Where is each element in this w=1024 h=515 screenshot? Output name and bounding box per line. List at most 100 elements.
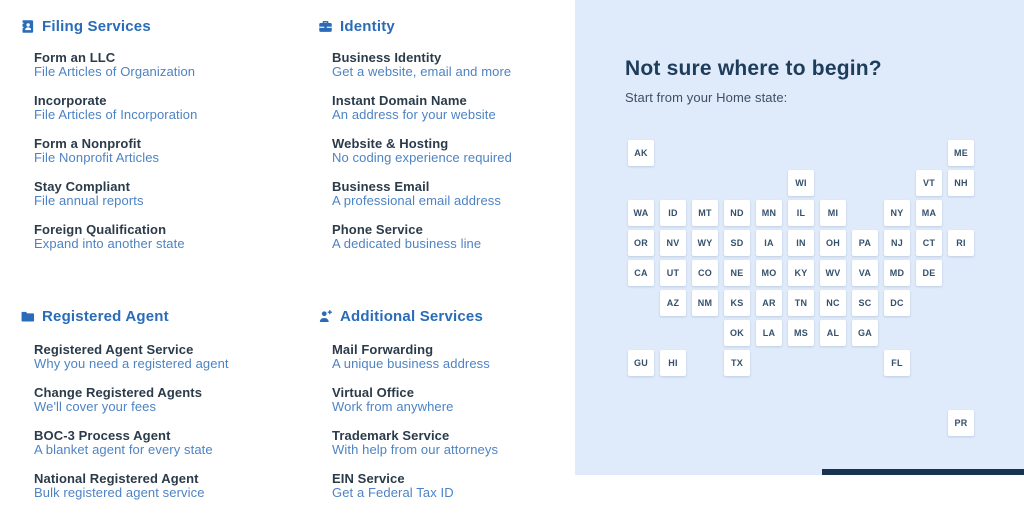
state-tile-ri[interactable]: RI <box>948 230 974 256</box>
menu-item-boc3-process-agent[interactable]: BOC-3 Process Agent A blanket agent for … <box>34 429 290 457</box>
menu-column-1: Filing Services Form an LLC File Article… <box>20 0 290 515</box>
menu-item-subtitle: A dedicated business line <box>332 236 482 251</box>
state-tile-ks[interactable]: KS <box>724 290 750 316</box>
state-tile-va[interactable]: VA <box>852 260 878 286</box>
state-tile-nd[interactable]: ND <box>724 200 750 226</box>
state-tile-ar[interactable]: AR <box>756 290 782 316</box>
state-tile-ut[interactable]: UT <box>660 260 686 286</box>
menu-item-subtitle: We'll cover your fees <box>34 399 157 414</box>
state-tile-or[interactable]: OR <box>628 230 654 256</box>
state-tile-mt[interactable]: MT <box>692 200 718 226</box>
menu-item-subtitle: Work from anywhere <box>332 399 454 414</box>
state-tile-wv[interactable]: WV <box>820 260 846 286</box>
state-tile-ms[interactable]: MS <box>788 320 814 346</box>
state-tile-fl[interactable]: FL <box>884 350 910 376</box>
state-tile-hi[interactable]: HI <box>660 350 686 376</box>
section-additional-services[interactable]: Additional Services <box>318 307 588 325</box>
menu-item-instant-domain-name[interactable]: Instant Domain Name An address for your … <box>332 94 588 122</box>
state-tile-nh[interactable]: NH <box>948 170 974 196</box>
state-tile-il[interactable]: IL <box>788 200 814 226</box>
state-tile-mi[interactable]: MI <box>820 200 846 226</box>
state-tile-pr[interactable]: PR <box>948 410 974 436</box>
menu-item-title: BOC-3 Process Agent <box>34 428 171 443</box>
state-tile-gu[interactable]: GU <box>628 350 654 376</box>
menu-item-title: Change Registered Agents <box>34 385 203 400</box>
section-identity[interactable]: Identity <box>318 17 588 35</box>
state-tile-nv[interactable]: NV <box>660 230 686 256</box>
state-tile-ny[interactable]: NY <box>884 200 910 226</box>
menu-item-title: Incorporate <box>34 93 107 108</box>
state-tile-dc[interactable]: DC <box>884 290 910 316</box>
state-tile-nm[interactable]: NM <box>692 290 718 316</box>
state-tile-ne[interactable]: NE <box>724 260 750 286</box>
state-tile-al[interactable]: AL <box>820 320 846 346</box>
state-tile-pa[interactable]: PA <box>852 230 878 256</box>
state-tile-md[interactable]: MD <box>884 260 910 286</box>
state-tile-nc[interactable]: NC <box>820 290 846 316</box>
state-tile-ky[interactable]: KY <box>788 260 814 286</box>
section-registered-agent[interactable]: Registered Agent <box>20 307 290 325</box>
menu-item-stay-compliant[interactable]: Stay Compliant File annual reports <box>34 180 290 208</box>
state-tile-ok[interactable]: OK <box>724 320 750 346</box>
menu-item-subtitle: File annual reports <box>34 193 144 208</box>
menu-item-incorporate[interactable]: Incorporate File Articles of Incorporati… <box>34 94 290 122</box>
state-tile-wy[interactable]: WY <box>692 230 718 256</box>
state-tile-mo[interactable]: MO <box>756 260 782 286</box>
menu-item-subtitle: File Articles of Organization <box>34 64 196 79</box>
panel-subheading: Start from your Home state: <box>625 90 788 105</box>
menu-item-mail-forwarding[interactable]: Mail Forwarding A unique business addres… <box>332 343 588 371</box>
page-bottom-bar <box>822 469 1024 475</box>
state-tile-ia[interactable]: IA <box>756 230 782 256</box>
state-tile-wa[interactable]: WA <box>628 200 654 226</box>
state-tile-ct[interactable]: CT <box>916 230 942 256</box>
menu-item-registered-agent-service[interactable]: Registered Agent Service Why you need a … <box>34 343 290 371</box>
section-title: Additional Services <box>340 307 484 325</box>
state-tile-la[interactable]: LA <box>756 320 782 346</box>
menu-item-virtual-office[interactable]: Virtual Office Work from anywhere <box>332 386 588 414</box>
section-title: Registered Agent <box>42 307 169 325</box>
menu-item-subtitle: No coding experience required <box>332 150 512 165</box>
state-tile-in[interactable]: IN <box>788 230 814 256</box>
state-tile-nj[interactable]: NJ <box>884 230 910 256</box>
state-tile-sc[interactable]: SC <box>852 290 878 316</box>
state-tile-tn[interactable]: TN <box>788 290 814 316</box>
state-tile-me[interactable]: ME <box>948 140 974 166</box>
state-selector-panel: Not sure where to begin? Start from your… <box>575 0 1024 475</box>
state-tile-ak[interactable]: AK <box>628 140 654 166</box>
menu-item-business-identity[interactable]: Business Identity Get a website, email a… <box>332 51 588 79</box>
menu-item-title: Mail Forwarding <box>332 342 434 357</box>
state-tile-co[interactable]: CO <box>692 260 718 286</box>
menu-item-website-hosting[interactable]: Website & Hosting No coding experience r… <box>332 137 588 165</box>
state-tile-sd[interactable]: SD <box>724 230 750 256</box>
contact-card-icon <box>20 19 35 34</box>
state-tile-ma[interactable]: MA <box>916 200 942 226</box>
menu-item-title: EIN Service <box>332 471 405 486</box>
menu-item-ein-service[interactable]: EIN Service Get a Federal Tax ID <box>332 472 588 500</box>
menu-item-foreign-qualification[interactable]: Foreign Qualification Expand into anothe… <box>34 223 290 251</box>
state-tile-az[interactable]: AZ <box>660 290 686 316</box>
state-tile-oh[interactable]: OH <box>820 230 846 256</box>
menu-item-trademark-service[interactable]: Trademark Service With help from our att… <box>332 429 588 457</box>
menu-item-business-email[interactable]: Business Email A professional email addr… <box>332 180 588 208</box>
menu-item-subtitle: Get a website, email and more <box>332 64 512 79</box>
menu-item-title: Registered Agent Service <box>34 342 194 357</box>
menu-item-subtitle: File Articles of Incorporation <box>34 107 198 122</box>
menu-item-form-a-nonprofit[interactable]: Form a Nonprofit File Nonprofit Articles <box>34 137 290 165</box>
state-tile-mn[interactable]: MN <box>756 200 782 226</box>
state-tile-wi[interactable]: WI <box>788 170 814 196</box>
menu-item-title: Business Email <box>332 179 430 194</box>
state-tile-ga[interactable]: GA <box>852 320 878 346</box>
section-filing-services[interactable]: Filing Services <box>20 17 290 35</box>
menu-item-title: Trademark Service <box>332 428 450 443</box>
state-tile-tx[interactable]: TX <box>724 350 750 376</box>
menu-item-change-registered-agents[interactable]: Change Registered Agents We'll cover you… <box>34 386 290 414</box>
section-items: Form an LLC File Articles of Organizatio… <box>34 51 290 251</box>
state-tile-ca[interactable]: CA <box>628 260 654 286</box>
section-title: Filing Services <box>42 17 151 35</box>
menu-item-form-an-llc[interactable]: Form an LLC File Articles of Organizatio… <box>34 51 290 79</box>
menu-item-phone-service[interactable]: Phone Service A dedicated business line <box>332 223 588 251</box>
state-tile-de[interactable]: DE <box>916 260 942 286</box>
state-tile-vt[interactable]: VT <box>916 170 942 196</box>
state-tile-id[interactable]: ID <box>660 200 686 226</box>
menu-item-national-registered-agent[interactable]: National Registered Agent Bulk registere… <box>34 472 290 500</box>
